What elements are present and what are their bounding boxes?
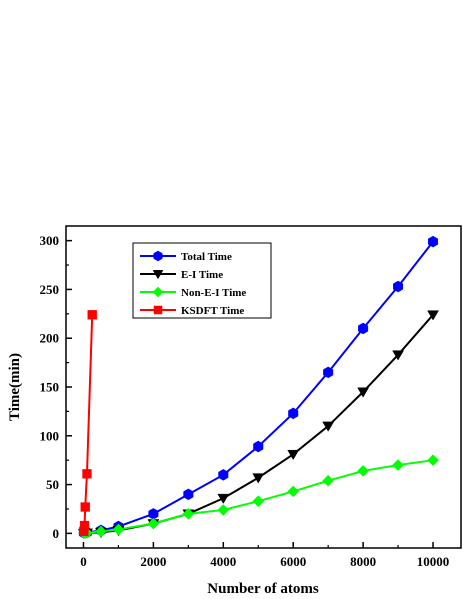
x-tick-label: 4000 [210,554,236,569]
y-tick-label: 150 [40,380,60,395]
data-point-total-time [288,407,299,420]
legend-label-total-time: Total Time [181,251,232,263]
y-tick-label: 50 [46,477,59,492]
data-point-non-e-i-time [112,523,125,536]
y-axis-title: Time(min) [7,353,23,421]
data-point-total-time [183,488,194,501]
data-point-total-time [393,280,404,293]
legend-label-non-e-i-time: Non-E-I Time [181,287,246,299]
data-point-e-i-time [427,310,439,321]
data-point-non-e-i-time [427,454,439,467]
legend: Total Time E-I Time Non-E-I Time KSDFT Time [132,242,272,319]
y-tick-label: 250 [40,282,60,297]
data-point-total-time [323,366,334,379]
axis-ticks [66,239,434,548]
x-tick-label: 6000 [280,554,306,569]
series-line-ksdft-time [82,314,94,532]
data-point-e-i-time [217,493,230,504]
x-tick-label: 10000 [417,554,450,569]
data-point-non-e-i-time [357,465,369,477]
data-point-e-i-time [322,421,335,432]
y-tick-label: 0 [53,526,60,541]
data-point-ksdft-time [82,469,92,479]
data-point-non-e-i-time [252,495,265,508]
series-markers [77,235,439,539]
x-tick-label: 8000 [350,554,376,569]
data-point-total-time [358,322,369,335]
data-point-e-i-time [252,473,265,484]
y-tick-label: 300 [40,233,60,248]
legend-label-ksdft-time: KSDFT Time [181,305,244,317]
legend-marker-ksdft-time [153,305,163,315]
y-tick-label: 200 [40,331,60,346]
data-point-total-time [428,235,439,248]
legend-label-e-i-time: E-I Time [181,269,223,281]
data-point-total-time [218,469,229,481]
data-point-ksdft-time [79,520,90,531]
data-point-ksdft-time [87,310,97,320]
data-point-non-e-i-time [182,507,195,520]
data-point-ksdft-time [80,502,90,512]
data-point-total-time [253,440,264,453]
data-point-non-e-i-time [95,525,107,538]
data-point-non-e-i-time [147,517,160,530]
x-tick-label: 0 [80,554,87,569]
legend-marker-e-i-time [152,270,164,280]
data-point-non-e-i-time [392,459,404,471]
data-point-non-e-i-time [322,474,335,487]
data-point-e-i-time [287,449,300,461]
x-axis-title: Number of atoms [207,581,319,597]
data-point-total-time [148,508,159,520]
y-tick-label: 100 [40,428,60,443]
data-point-e-i-time [392,350,405,361]
data-point-e-i-time [357,387,370,398]
legend-marker-total-time [153,250,163,262]
legend-marker-non-e-i-time [152,286,164,298]
data-point-non-e-i-time [287,485,300,498]
x-tick-label: 2000 [140,554,166,569]
axis-tick-labels: 0 2000 4000 6000 8000 10000 0 50 100 150 200 250 300 [40,233,450,569]
data-point-non-e-i-time [217,504,230,516]
